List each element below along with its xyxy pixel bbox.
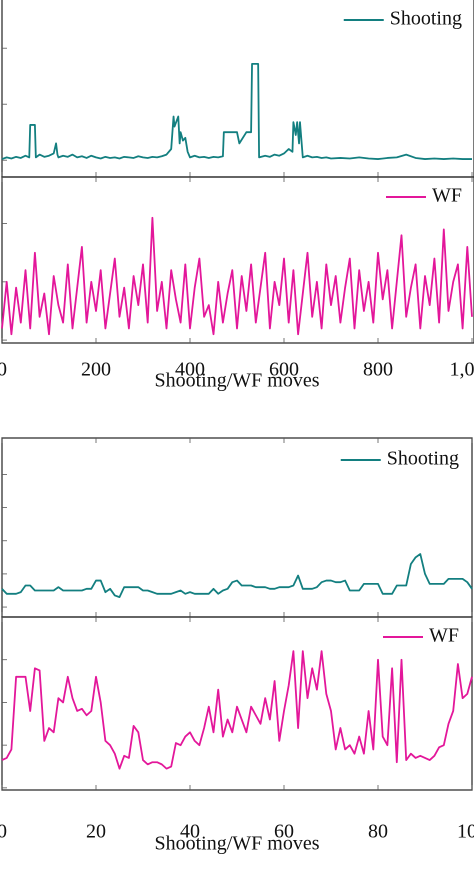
x-tick-label: 400	[175, 359, 205, 381]
x-tick-label: 20	[86, 821, 106, 843]
legend-label: Shooting	[387, 448, 459, 470]
plot-frame	[1, 176, 474, 344]
x-axis-label: Shooting/WF moves	[154, 370, 319, 392]
data-line	[1, 216, 473, 336]
legend-label: WF	[432, 185, 462, 207]
x-tick-label: 40	[180, 821, 200, 843]
x-tick-label: 100	[457, 821, 474, 843]
data-line	[1, 553, 473, 599]
x-tick-label: 1,000	[450, 359, 474, 381]
x-tick-label: 0	[0, 359, 7, 381]
x-tick-label: 60	[274, 821, 294, 843]
x-tick-label: 80	[368, 821, 388, 843]
x-axis-label: Shooting/WF moves	[154, 833, 319, 855]
plot-frame	[1, 616, 473, 791]
x-tick-label: 200	[81, 359, 111, 381]
legend-label: WF	[429, 625, 459, 647]
x-tick-label: 800	[363, 359, 393, 381]
data-line	[1, 650, 473, 770]
data-line	[1, 62, 472, 160]
x-tick-label: 0	[0, 821, 7, 843]
legend-label: Shooting	[390, 8, 462, 30]
x-tick-label: 600	[269, 359, 299, 381]
